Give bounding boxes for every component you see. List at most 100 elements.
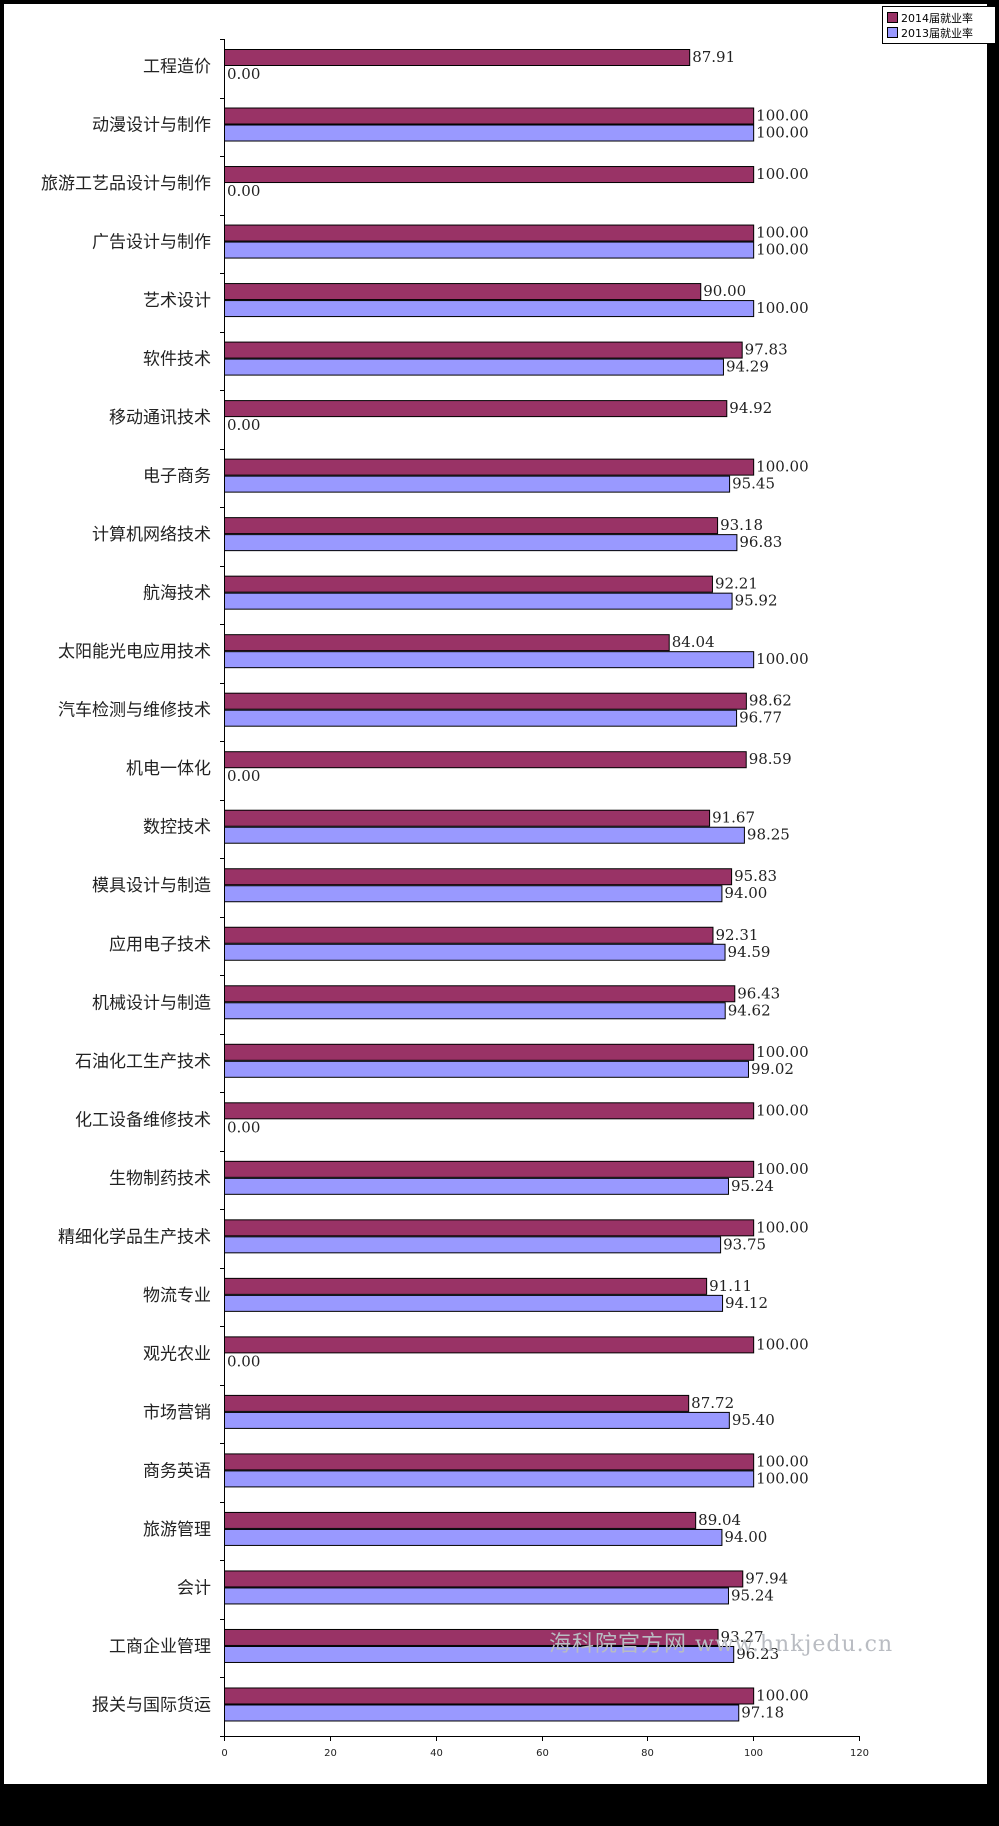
- bar-2014: [224, 1160, 755, 1178]
- data-label-2013: 100.00: [756, 241, 809, 259]
- bar-2013: [224, 1177, 729, 1195]
- category-label: 商务英语: [143, 1461, 211, 1481]
- data-label-2013: 94.62: [728, 1001, 771, 1019]
- category-label: 精细化学品生产技术: [58, 1227, 211, 1247]
- category-label: 化工设备维修技术: [75, 1110, 211, 1130]
- bar-2013: [224, 1411, 730, 1429]
- bar-2013: [224, 475, 731, 493]
- data-label-2013: 95.45: [732, 475, 775, 493]
- data-label-2014: 100.00: [756, 1160, 809, 1178]
- bar-2013: [224, 1060, 749, 1078]
- bar-2014: [224, 224, 755, 242]
- data-label-2013: 94.00: [724, 884, 767, 902]
- data-label-2014: 100.00: [756, 107, 809, 125]
- category-label: 计算机网络技术: [92, 525, 211, 545]
- data-label-2014: 100.00: [756, 1043, 809, 1061]
- category-label: 机电一体化: [126, 759, 211, 779]
- x-tick-label: 0: [221, 1748, 227, 1759]
- category-label: 模具设计与制造: [92, 876, 211, 896]
- data-label-2013: 96.23: [736, 1645, 779, 1663]
- bar-2013: [224, 300, 755, 318]
- data-label-2013: 0.00: [227, 1118, 260, 1136]
- bar-2013: [224, 534, 738, 552]
- bar-2013: [224, 709, 738, 727]
- data-label-2013: 96.77: [739, 709, 782, 727]
- bar-2014: [224, 1219, 755, 1237]
- data-label-2013: 100.00: [756, 1469, 809, 1487]
- bar-2014: [224, 400, 728, 418]
- data-label-2013: 95.40: [732, 1411, 775, 1429]
- data-label-2014: 89.04: [698, 1511, 741, 1529]
- bar-2013: [224, 943, 726, 961]
- bar-2013: [224, 358, 724, 376]
- bar-2013: [224, 826, 745, 844]
- data-label-2013: 0.00: [227, 416, 260, 434]
- data-label-2014: 87.91: [692, 48, 735, 66]
- data-label-2013: 93.75: [723, 1235, 766, 1253]
- bar-2014: [224, 751, 747, 769]
- data-label-2013: 94.59: [728, 943, 771, 961]
- data-label-2014: 92.31: [715, 926, 758, 944]
- bar-2014: [224, 166, 755, 184]
- bar-2014: [224, 1453, 755, 1471]
- category-label: 软件技术: [143, 350, 211, 370]
- x-tick-label: 120: [850, 1748, 869, 1759]
- bar-2014: [224, 1628, 719, 1646]
- data-label-2014: 93.18: [720, 516, 763, 534]
- bar-2013: [224, 885, 723, 903]
- data-label-2014: 93.27: [721, 1628, 764, 1646]
- data-label-2013: 98.25: [747, 826, 790, 844]
- data-label-2013: 100.00: [756, 299, 809, 317]
- category-label: 报关与国际货运: [92, 1695, 211, 1715]
- category-label: 石油化工生产技术: [75, 1052, 211, 1072]
- bar-2013: [224, 241, 755, 259]
- category-label: 观光农业: [143, 1344, 211, 1364]
- bar-2013: [224, 1528, 723, 1546]
- bar-2014: [224, 692, 747, 710]
- category-label: 机械设计与制造: [92, 993, 211, 1013]
- data-label-2013: 100.00: [756, 124, 809, 142]
- data-label-2014: 100.00: [756, 224, 809, 242]
- watermark: 海科院官方网 www.hnkjedu.cn: [549, 1632, 894, 1657]
- bar-2013: [224, 1645, 735, 1663]
- bar-2013: [224, 1587, 729, 1605]
- data-label-2014: 100.00: [756, 458, 809, 476]
- category-label: 汽车检测与维修技术: [58, 701, 211, 721]
- bar-2014: [224, 1336, 755, 1354]
- category-label: 会计: [177, 1578, 211, 1598]
- legend-label-2014: 2014届就业率: [901, 11, 973, 25]
- category-label: 生物制药技术: [109, 1169, 211, 1189]
- data-label-2014: 91.67: [712, 809, 755, 827]
- data-label-2014: 96.43: [737, 984, 780, 1002]
- chart-legend: 2014届就业率 2013届就业率: [882, 6, 996, 44]
- category-label: 移动通讯技术: [109, 408, 211, 428]
- category-label: 动漫设计与制作: [92, 116, 211, 136]
- data-label-2013: 96.83: [739, 533, 782, 551]
- data-label-2013: 94.12: [725, 1294, 768, 1312]
- data-label-2014: 100.00: [756, 1218, 809, 1236]
- data-label-2014: 100.00: [756, 1335, 809, 1353]
- data-label-2014: 91.11: [709, 1277, 752, 1295]
- data-label-2013: 99.02: [751, 1060, 794, 1078]
- data-label-2013: 0.00: [227, 767, 260, 785]
- bar-2013: [224, 1002, 726, 1020]
- legend-swatch-2013: [887, 27, 898, 38]
- bar-2013: [224, 1470, 755, 1488]
- legend-item-2013: 2013届就业率: [887, 25, 991, 40]
- data-label-2014: 87.72: [691, 1394, 734, 1412]
- bar-2014: [224, 517, 719, 535]
- category-label: 广告设计与制作: [92, 233, 211, 253]
- x-tick-label: 20: [324, 1748, 337, 1759]
- data-label-2013: 97.18: [741, 1703, 784, 1721]
- data-label-2013: 94.00: [724, 1528, 767, 1546]
- data-label-2014: 97.94: [745, 1569, 788, 1587]
- data-label-2013: 94.29: [726, 358, 769, 376]
- x-tick-label: 60: [536, 1748, 549, 1759]
- data-label-2014: 94.92: [729, 399, 772, 417]
- data-label-2014: 92.21: [715, 575, 758, 593]
- bar-2014: [224, 1277, 708, 1295]
- legend-label-2013: 2013届就业率: [901, 26, 973, 40]
- legend-swatch-2014: [887, 12, 898, 23]
- data-label-2014: 90.00: [703, 282, 746, 300]
- bar-2014: [224, 49, 691, 66]
